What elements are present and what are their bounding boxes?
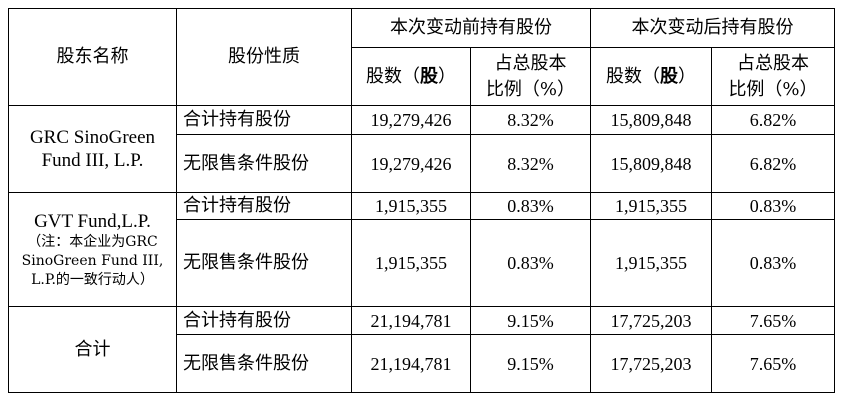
after-ratio-cell: 0.83% (711, 219, 835, 307)
before-ratio-cell: 8.32% (470, 134, 591, 193)
share-nature-cell: 合计持有股份 (176, 192, 352, 220)
after-shares-cell: 15,809,848 (590, 105, 712, 135)
holder-note: （注：本企业为GRC SinoGreen Fund III, L.P.的一致行动… (21, 233, 164, 288)
holder-cell: GVT Fund,L.P. （注：本企业为GRC SinoGreen Fund … (8, 192, 177, 307)
after-ratio-cell: 7.65% (711, 306, 835, 335)
header-after-ratio: 占总股本 比例（%） (711, 47, 835, 106)
after-shares-cell: 1,915,355 (590, 192, 712, 220)
table-row: 无限售条件股份 21,194,781 9.15% 17,725,203 7.65… (9, 334, 835, 393)
before-shares-cell: 1,915,355 (351, 219, 471, 307)
after-ratio-cell: 6.82% (711, 134, 835, 193)
share-nature-cell: 合计持有股份 (176, 306, 352, 335)
shareholding-table: 股东名称 股份性质 本次变动前持有股份 本次变动后持有股份 股数（股） 占总股本… (8, 8, 835, 393)
header-before-ratio: 占总股本 比例（%） (470, 47, 591, 106)
header-holder-name: 股东名称 (8, 8, 177, 106)
total-label-cell: 合计 (8, 306, 177, 393)
before-shares-cell: 1,915,355 (351, 192, 471, 220)
after-shares-cell: 15,809,848 (590, 134, 712, 193)
header-share-nature: 股份性质 (176, 8, 352, 106)
before-ratio-cell: 9.15% (470, 334, 591, 393)
header-after-change: 本次变动后持有股份 (590, 8, 835, 48)
after-ratio-cell: 6.82% (711, 105, 835, 135)
after-shares-cell: 17,725,203 (590, 334, 712, 393)
before-shares-cell: 19,279,426 (351, 105, 471, 135)
before-shares-cell: 21,194,781 (351, 306, 471, 335)
share-nature-cell: 无限售条件股份 (176, 134, 352, 193)
after-shares-cell: 1,915,355 (590, 219, 712, 307)
after-ratio-cell: 0.83% (711, 192, 835, 220)
header-before-shares: 股数（股） (351, 47, 471, 106)
before-ratio-cell: 8.32% (470, 105, 591, 135)
share-nature-cell: 无限售条件股份 (176, 219, 352, 307)
before-ratio-cell: 9.15% (470, 306, 591, 335)
share-nature-cell: 合计持有股份 (176, 105, 352, 135)
before-ratio-cell: 0.83% (470, 192, 591, 220)
after-ratio-cell: 7.65% (711, 334, 835, 393)
table-row: 合计 合计持有股份 21,194,781 9.15% 17,725,203 7.… (8, 306, 835, 393)
table-row: 无限售条件股份 1,915,355 0.83% 1,915,355 0.83% (9, 219, 835, 307)
after-shares-cell: 17,725,203 (590, 306, 712, 335)
table-row: GRC SinoGreen Fund III, L.P. 合计持有股份 19,2… (8, 105, 835, 193)
before-shares-cell: 19,279,426 (351, 134, 471, 193)
header-after-shares: 股数（股） (590, 47, 712, 106)
share-nature-cell: 无限售条件股份 (176, 334, 352, 393)
header-before-change: 本次变动前持有股份 (351, 8, 591, 48)
before-ratio-cell: 0.83% (470, 219, 591, 307)
table-row: 无限售条件股份 19,279,426 8.32% 15,809,848 6.82… (9, 134, 835, 193)
before-shares-cell: 21,194,781 (351, 334, 471, 393)
table-row: GVT Fund,L.P. （注：本企业为GRC SinoGreen Fund … (8, 192, 835, 307)
holder-cell: GRC SinoGreen Fund III, L.P. (8, 105, 177, 193)
